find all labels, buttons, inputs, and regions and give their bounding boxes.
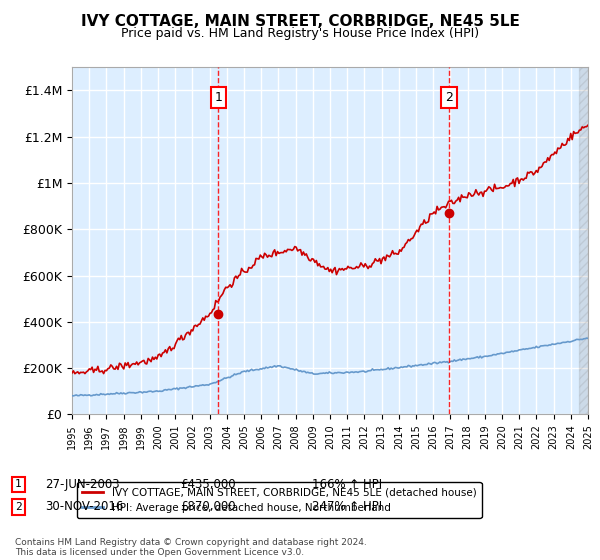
- Text: 1: 1: [15, 479, 22, 489]
- Text: 1: 1: [214, 91, 222, 104]
- Text: Contains HM Land Registry data © Crown copyright and database right 2024.
This d: Contains HM Land Registry data © Crown c…: [15, 538, 367, 557]
- Text: 30-NOV-2016: 30-NOV-2016: [45, 500, 124, 514]
- Text: 2: 2: [445, 91, 453, 104]
- Text: Price paid vs. HM Land Registry's House Price Index (HPI): Price paid vs. HM Land Registry's House …: [121, 27, 479, 40]
- Text: 247% ↑ HPI: 247% ↑ HPI: [312, 500, 382, 514]
- Text: £435,000: £435,000: [180, 478, 236, 491]
- Text: 27-JUN-2003: 27-JUN-2003: [45, 478, 119, 491]
- Bar: [580, 67, 588, 414]
- Text: 166% ↑ HPI: 166% ↑ HPI: [312, 478, 382, 491]
- Text: 2: 2: [15, 502, 22, 512]
- Text: £870,000: £870,000: [180, 500, 236, 514]
- Legend: IVY COTTAGE, MAIN STREET, CORBRIDGE, NE45 5LE (detached house), HPI: Average pri: IVY COTTAGE, MAIN STREET, CORBRIDGE, NE4…: [77, 482, 482, 518]
- Text: IVY COTTAGE, MAIN STREET, CORBRIDGE, NE45 5LE: IVY COTTAGE, MAIN STREET, CORBRIDGE, NE4…: [80, 14, 520, 29]
